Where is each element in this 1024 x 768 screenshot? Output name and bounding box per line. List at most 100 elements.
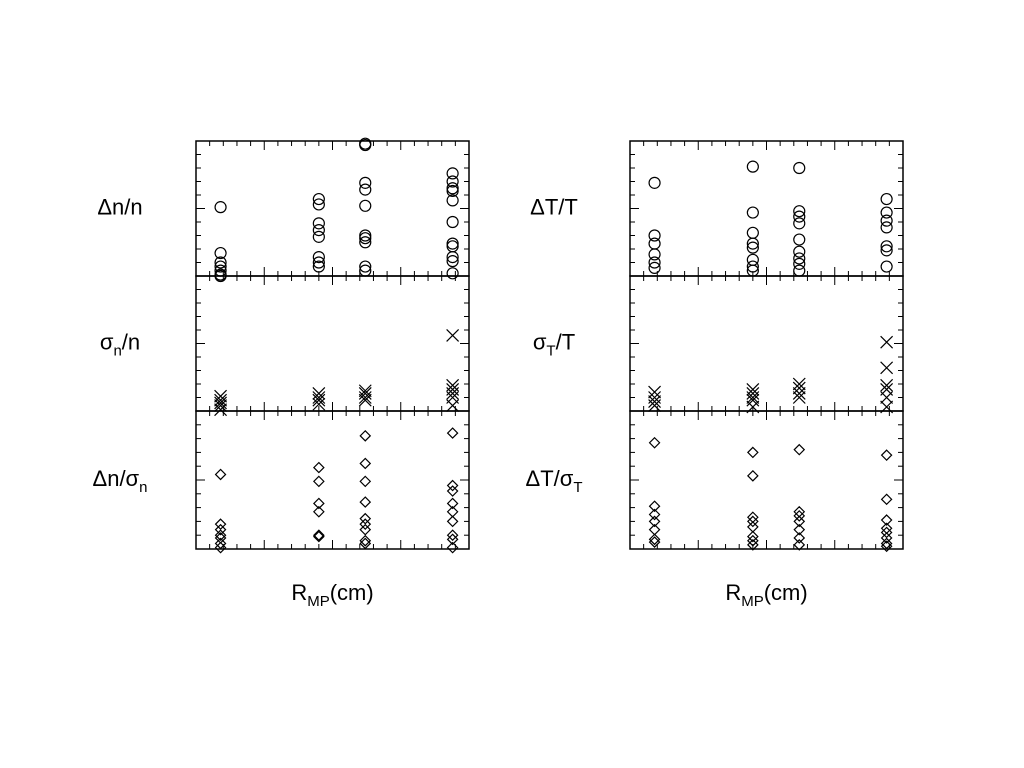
marker — [358, 387, 372, 400]
marker — [313, 461, 325, 474]
marker — [313, 475, 325, 488]
marker — [214, 399, 227, 413]
marker — [312, 397, 326, 411]
marker — [358, 393, 372, 407]
marker — [648, 261, 661, 274]
marker — [312, 256, 325, 269]
marker — [214, 246, 227, 260]
y-axis-label: σn/n — [100, 329, 140, 360]
marker — [446, 237, 459, 250]
marker — [312, 251, 325, 264]
marker — [359, 260, 372, 273]
marker — [359, 429, 372, 442]
marker — [793, 264, 806, 277]
marker — [446, 541, 459, 554]
marker — [312, 391, 326, 404]
label-part: T — [546, 343, 555, 360]
marker — [648, 536, 661, 548]
marker — [214, 541, 227, 554]
marker — [648, 515, 661, 528]
marker — [214, 523, 227, 536]
marker — [648, 395, 661, 408]
marker — [359, 518, 372, 531]
marker — [359, 183, 372, 196]
marker — [214, 518, 227, 531]
marker — [446, 215, 459, 229]
marker — [446, 515, 459, 528]
marker — [880, 260, 893, 273]
marker — [446, 529, 459, 542]
marker — [746, 160, 759, 173]
label-part: MP — [741, 593, 764, 610]
marker — [214, 256, 227, 269]
label-part: n — [139, 479, 147, 496]
marker — [880, 206, 893, 219]
marker — [312, 260, 325, 273]
marker — [746, 253, 759, 266]
marker — [746, 393, 760, 407]
marker — [648, 399, 661, 413]
marker — [359, 229, 372, 242]
marker — [446, 479, 459, 492]
marker — [747, 511, 759, 524]
label-part: MP — [307, 593, 330, 610]
marker — [359, 138, 372, 152]
marker — [446, 194, 459, 207]
marker — [648, 500, 661, 513]
marker — [747, 446, 759, 459]
label-part: /T — [556, 329, 576, 354]
marker — [880, 214, 893, 227]
marker — [793, 510, 806, 522]
marker — [746, 391, 760, 404]
marker — [793, 210, 806, 223]
marker — [793, 532, 806, 544]
marker — [880, 378, 894, 392]
marker — [880, 240, 893, 253]
marker — [648, 229, 661, 242]
marker — [793, 161, 806, 175]
plot-frame — [629, 140, 904, 277]
marker — [793, 515, 806, 528]
marker — [648, 237, 661, 250]
marker — [359, 534, 372, 547]
marker — [313, 529, 325, 542]
marker — [312, 224, 325, 237]
plot-frame — [195, 410, 470, 550]
marker — [359, 475, 372, 488]
plot-frame — [629, 410, 904, 550]
marker — [880, 537, 893, 550]
marker — [747, 470, 759, 482]
marker — [313, 530, 325, 543]
marker — [648, 256, 661, 269]
marker — [359, 523, 372, 536]
marker — [880, 540, 893, 553]
marker — [880, 526, 893, 539]
marker — [446, 328, 460, 342]
label-part: σ — [533, 329, 547, 354]
plot-frame — [629, 275, 904, 412]
y-axis-label: Δn/σn — [93, 466, 148, 497]
marker — [648, 508, 661, 521]
y-axis-label: ΔT/σT — [526, 466, 583, 497]
marker — [214, 529, 227, 542]
y-axis-label: σT/T — [533, 329, 575, 360]
marker — [214, 403, 227, 417]
marker — [793, 523, 806, 536]
marker — [359, 496, 372, 508]
marker — [793, 245, 806, 258]
marker — [359, 236, 372, 249]
marker — [793, 205, 806, 218]
marker — [359, 537, 372, 550]
marker — [648, 385, 661, 399]
marker — [793, 443, 806, 456]
marker — [446, 240, 459, 253]
marker — [880, 221, 893, 234]
marker — [792, 377, 806, 391]
marker — [312, 192, 325, 206]
marker — [747, 534, 759, 547]
marker — [793, 233, 806, 246]
marker — [313, 497, 325, 510]
marker — [214, 260, 227, 273]
marker — [648, 533, 661, 546]
